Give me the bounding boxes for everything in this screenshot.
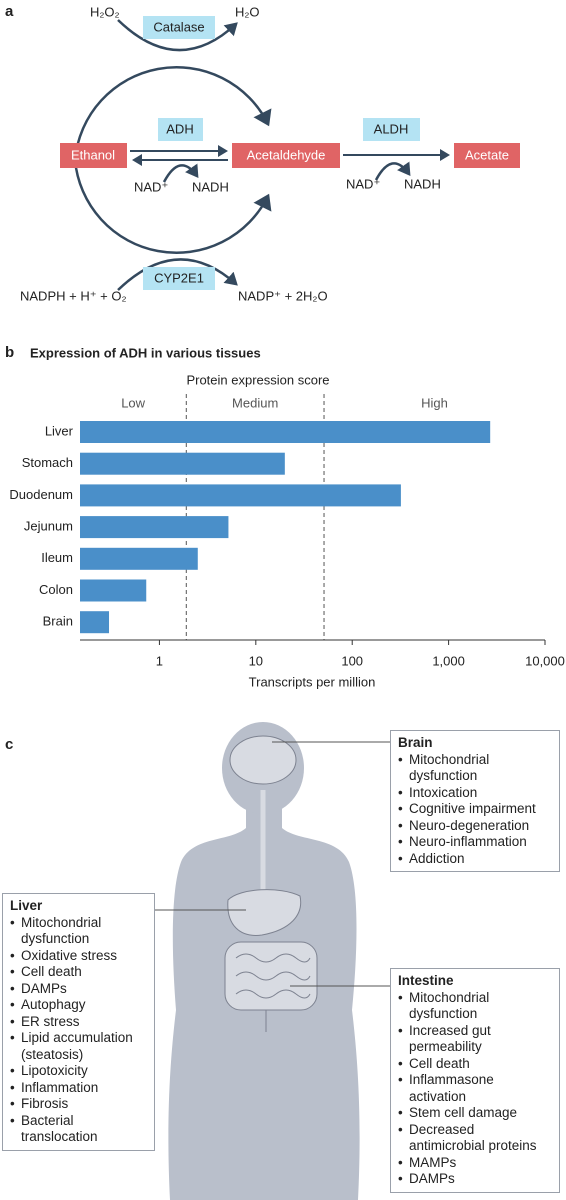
box-item: Intoxication [398,785,553,802]
y-tick-label: Duodenum [9,487,73,502]
box-title: Intestine [398,973,454,988]
node-box [454,143,520,168]
box-item: DAMPs [398,1171,553,1188]
intestine-folds [235,953,311,1032]
y-tick-label: Ileum [41,550,73,565]
box-item: DAMPs [10,981,148,998]
box-item: Fibrosis [10,1096,148,1113]
box-item: Cell death [10,964,148,981]
box-title: Liver [10,898,43,913]
box-item: Neuro-inflammation [398,834,553,851]
panel-a: a Catalase ADH ALDH CYP2E1 Ethanol Aceta… [5,3,520,303]
enzyme: ADH [166,121,193,136]
box-item: Inflammation [10,1080,148,1097]
bar [80,452,285,475]
box-item: Autophagy [10,997,148,1014]
box-item: Mitochondrial dysfunction [398,990,553,1023]
cofactor: NAD⁺ [134,179,168,194]
chart-subtitle: Protein expression score [186,372,329,387]
enzyme: Catalase [153,19,204,34]
bar [80,484,401,507]
cofactor: H₂O₂ [90,4,120,19]
catalase-arrow [117,19,238,52]
bar [80,516,229,539]
score-label: Low [121,395,145,410]
x-tick-label: 100 [341,653,363,668]
chart-title: Expression of ADH in various tissues [30,345,261,360]
enzyme-box [143,267,215,290]
cycle-arrow [73,159,272,254]
y-tick-label: Jejunum [24,519,73,534]
brain [229,735,297,785]
y-tick-label: Liver [45,423,74,438]
cofactor: NADP⁺ + 2H₂O [238,288,328,303]
enzyme: CYP2E1 [154,270,204,285]
box-item: Addiction [398,851,553,868]
cycle-arrow [73,66,272,161]
box-item: Decreased antimicrobial proteins [398,1122,553,1155]
cofactor: H₂O [235,4,260,19]
box-item: Lipid accumulation (steatosis) [10,1030,148,1063]
enzyme-box [143,16,215,39]
box-item: MAMPs [398,1155,553,1172]
box-item: Stem cell damage [398,1105,553,1122]
score-label: Medium [232,395,278,410]
x-tick-label: 1 [156,653,163,668]
bar [80,579,147,602]
box-item: Lipotoxicity [10,1063,148,1080]
box-item: Mitochondrial dysfunction [398,752,553,785]
cofactor-arrow [374,161,411,181]
x-tick-label: 10 [249,653,263,668]
bar [80,421,491,443]
node: Acetaldehyde [247,147,326,162]
x-tick-label: 1,000 [432,653,465,668]
bar [80,611,110,634]
cofactor: NADH [192,179,229,194]
intestine [224,941,318,1011]
node-box [60,143,127,168]
y-tick-label: Stomach [22,455,73,470]
annotation-box: Intestine Mitochondrial dysfunctionIncrea… [390,968,560,1193]
annotation-box: Liver Mitochondrial dysfunctionOxidative … [2,893,155,1151]
cyp-arrow [117,258,238,291]
panel-b: b Expression of ADH in various tissues P… [5,344,565,689]
node: Acetate [465,147,509,162]
box-title: Brain [398,735,433,750]
box-item: Neuro-degeneration [398,818,553,835]
enzyme: ALDH [374,121,409,136]
enzyme-box [158,118,203,141]
box-item: ER stress [10,1014,148,1031]
box-item: Inflammasone activation [398,1072,553,1105]
node: Ethanol [71,147,115,162]
panel-label: a [5,3,14,20]
y-tick-label: Brain [43,614,73,629]
panel-c: c [5,722,390,1200]
panel-label: c [5,736,13,753]
y-tick-label: Colon [39,582,73,597]
box-item: Oxidative stress [10,948,148,965]
box-item: Mitochondrial dysfunction [10,915,148,948]
liver [227,889,302,936]
cofactor-arrow [162,163,199,183]
node-box [232,143,340,168]
bar [80,547,198,570]
x-tick-label: 10,000 [525,653,565,668]
box-item: Cell death [398,1056,553,1073]
box-item: Increased gut permeability [398,1023,553,1056]
enzyme-box [363,118,420,141]
cofactor: NADPH + H⁺ + O₂ [20,288,127,303]
cofactor: NADH [404,176,441,191]
box-item: Bacterial translocation [10,1113,148,1146]
panel-label: b [5,344,14,361]
score-label: High [421,395,448,410]
box-item: Cognitive impairment [398,801,553,818]
annotation-box: Brain Mitochondrial dysfunctionIntoxicati… [390,730,560,872]
cofactor: NAD⁺ [346,176,380,191]
x-axis-title: Transcripts per million [249,674,376,689]
